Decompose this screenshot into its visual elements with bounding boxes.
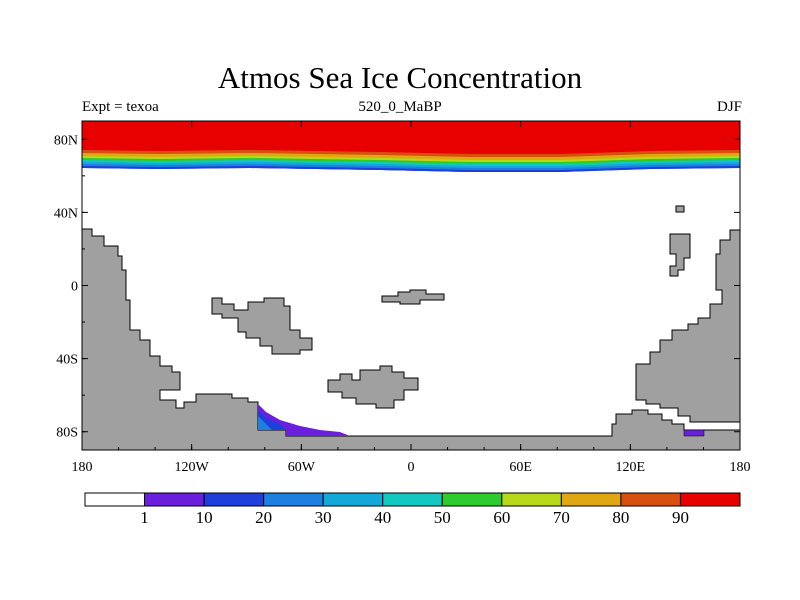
colorbar-swatch bbox=[679, 492, 741, 507]
colorbar-label: 10 bbox=[196, 508, 213, 527]
colorbar-swatch bbox=[441, 492, 503, 507]
colorbar-swatch bbox=[263, 492, 324, 507]
land-polygon bbox=[675, 205, 685, 213]
arctic-ice-band bbox=[82, 121, 740, 154]
y-tick-label: 0 bbox=[71, 280, 78, 295]
x-tick-label: 120E bbox=[616, 460, 646, 475]
land-masses bbox=[82, 205, 740, 450]
land-polygon bbox=[211, 297, 313, 355]
colorbar: 1 10 20 30 40 50 60 70 80 90 bbox=[84, 492, 741, 527]
x-tick-label: 180 bbox=[730, 460, 751, 475]
land-polygon bbox=[381, 289, 445, 305]
antarctic-ice-patches bbox=[258, 404, 705, 437]
plot-title: Atmos Sea Ice Concentration bbox=[217, 60, 583, 95]
colorbar-swatch bbox=[322, 492, 384, 507]
colorbar-label: 40 bbox=[374, 508, 391, 527]
x-tick-label: 120W bbox=[175, 460, 210, 475]
colorbar-swatch bbox=[620, 492, 681, 507]
colorbar-swatch bbox=[560, 492, 622, 507]
x-tick-label: 0 bbox=[408, 460, 415, 475]
colorbar-swatch bbox=[144, 492, 205, 507]
colorbar-label: 20 bbox=[255, 508, 272, 527]
colorbar-label: 60 bbox=[493, 508, 510, 527]
season-label: DJF bbox=[716, 99, 742, 115]
colorbar-label: 90 bbox=[672, 508, 689, 527]
colorbar-label: 70 bbox=[553, 508, 570, 527]
x-tick-label: 60W bbox=[288, 460, 316, 475]
y-tick-label: 40S bbox=[56, 353, 78, 368]
colorbar-label: 50 bbox=[434, 508, 451, 527]
colorbar-swatch bbox=[84, 492, 146, 507]
y-tick-label: 40N bbox=[54, 206, 78, 221]
arctic-ice-bands bbox=[82, 121, 740, 172]
colorbar-label: 80 bbox=[612, 508, 629, 527]
experiment-label: Expt = texoa bbox=[82, 99, 159, 115]
x-axis: 180 120W 60W 0 60E 120E 180 bbox=[72, 121, 751, 475]
colorbar-swatch bbox=[501, 492, 562, 507]
colorbar-label: 1 bbox=[140, 508, 149, 527]
ice-patch-east bbox=[683, 429, 705, 437]
land-polygon bbox=[635, 229, 740, 423]
ice-patch-30pct bbox=[258, 416, 272, 430]
period-label: 520_0_MaBP bbox=[358, 99, 442, 115]
land-polygon bbox=[327, 365, 419, 409]
y-axis: 80N 40N 0 40S 80S bbox=[54, 133, 740, 441]
colorbar-label: 30 bbox=[315, 508, 332, 527]
x-tick-label: 60E bbox=[509, 460, 532, 475]
colorbar-swatch bbox=[203, 492, 265, 507]
y-tick-label: 80S bbox=[56, 426, 78, 441]
land-polygon bbox=[669, 233, 691, 277]
y-tick-label: 80N bbox=[54, 133, 78, 148]
ocean-background bbox=[82, 121, 740, 450]
x-tick-label: 180 bbox=[72, 460, 93, 475]
colorbar-swatch bbox=[382, 492, 443, 507]
land-polygon bbox=[82, 228, 740, 450]
